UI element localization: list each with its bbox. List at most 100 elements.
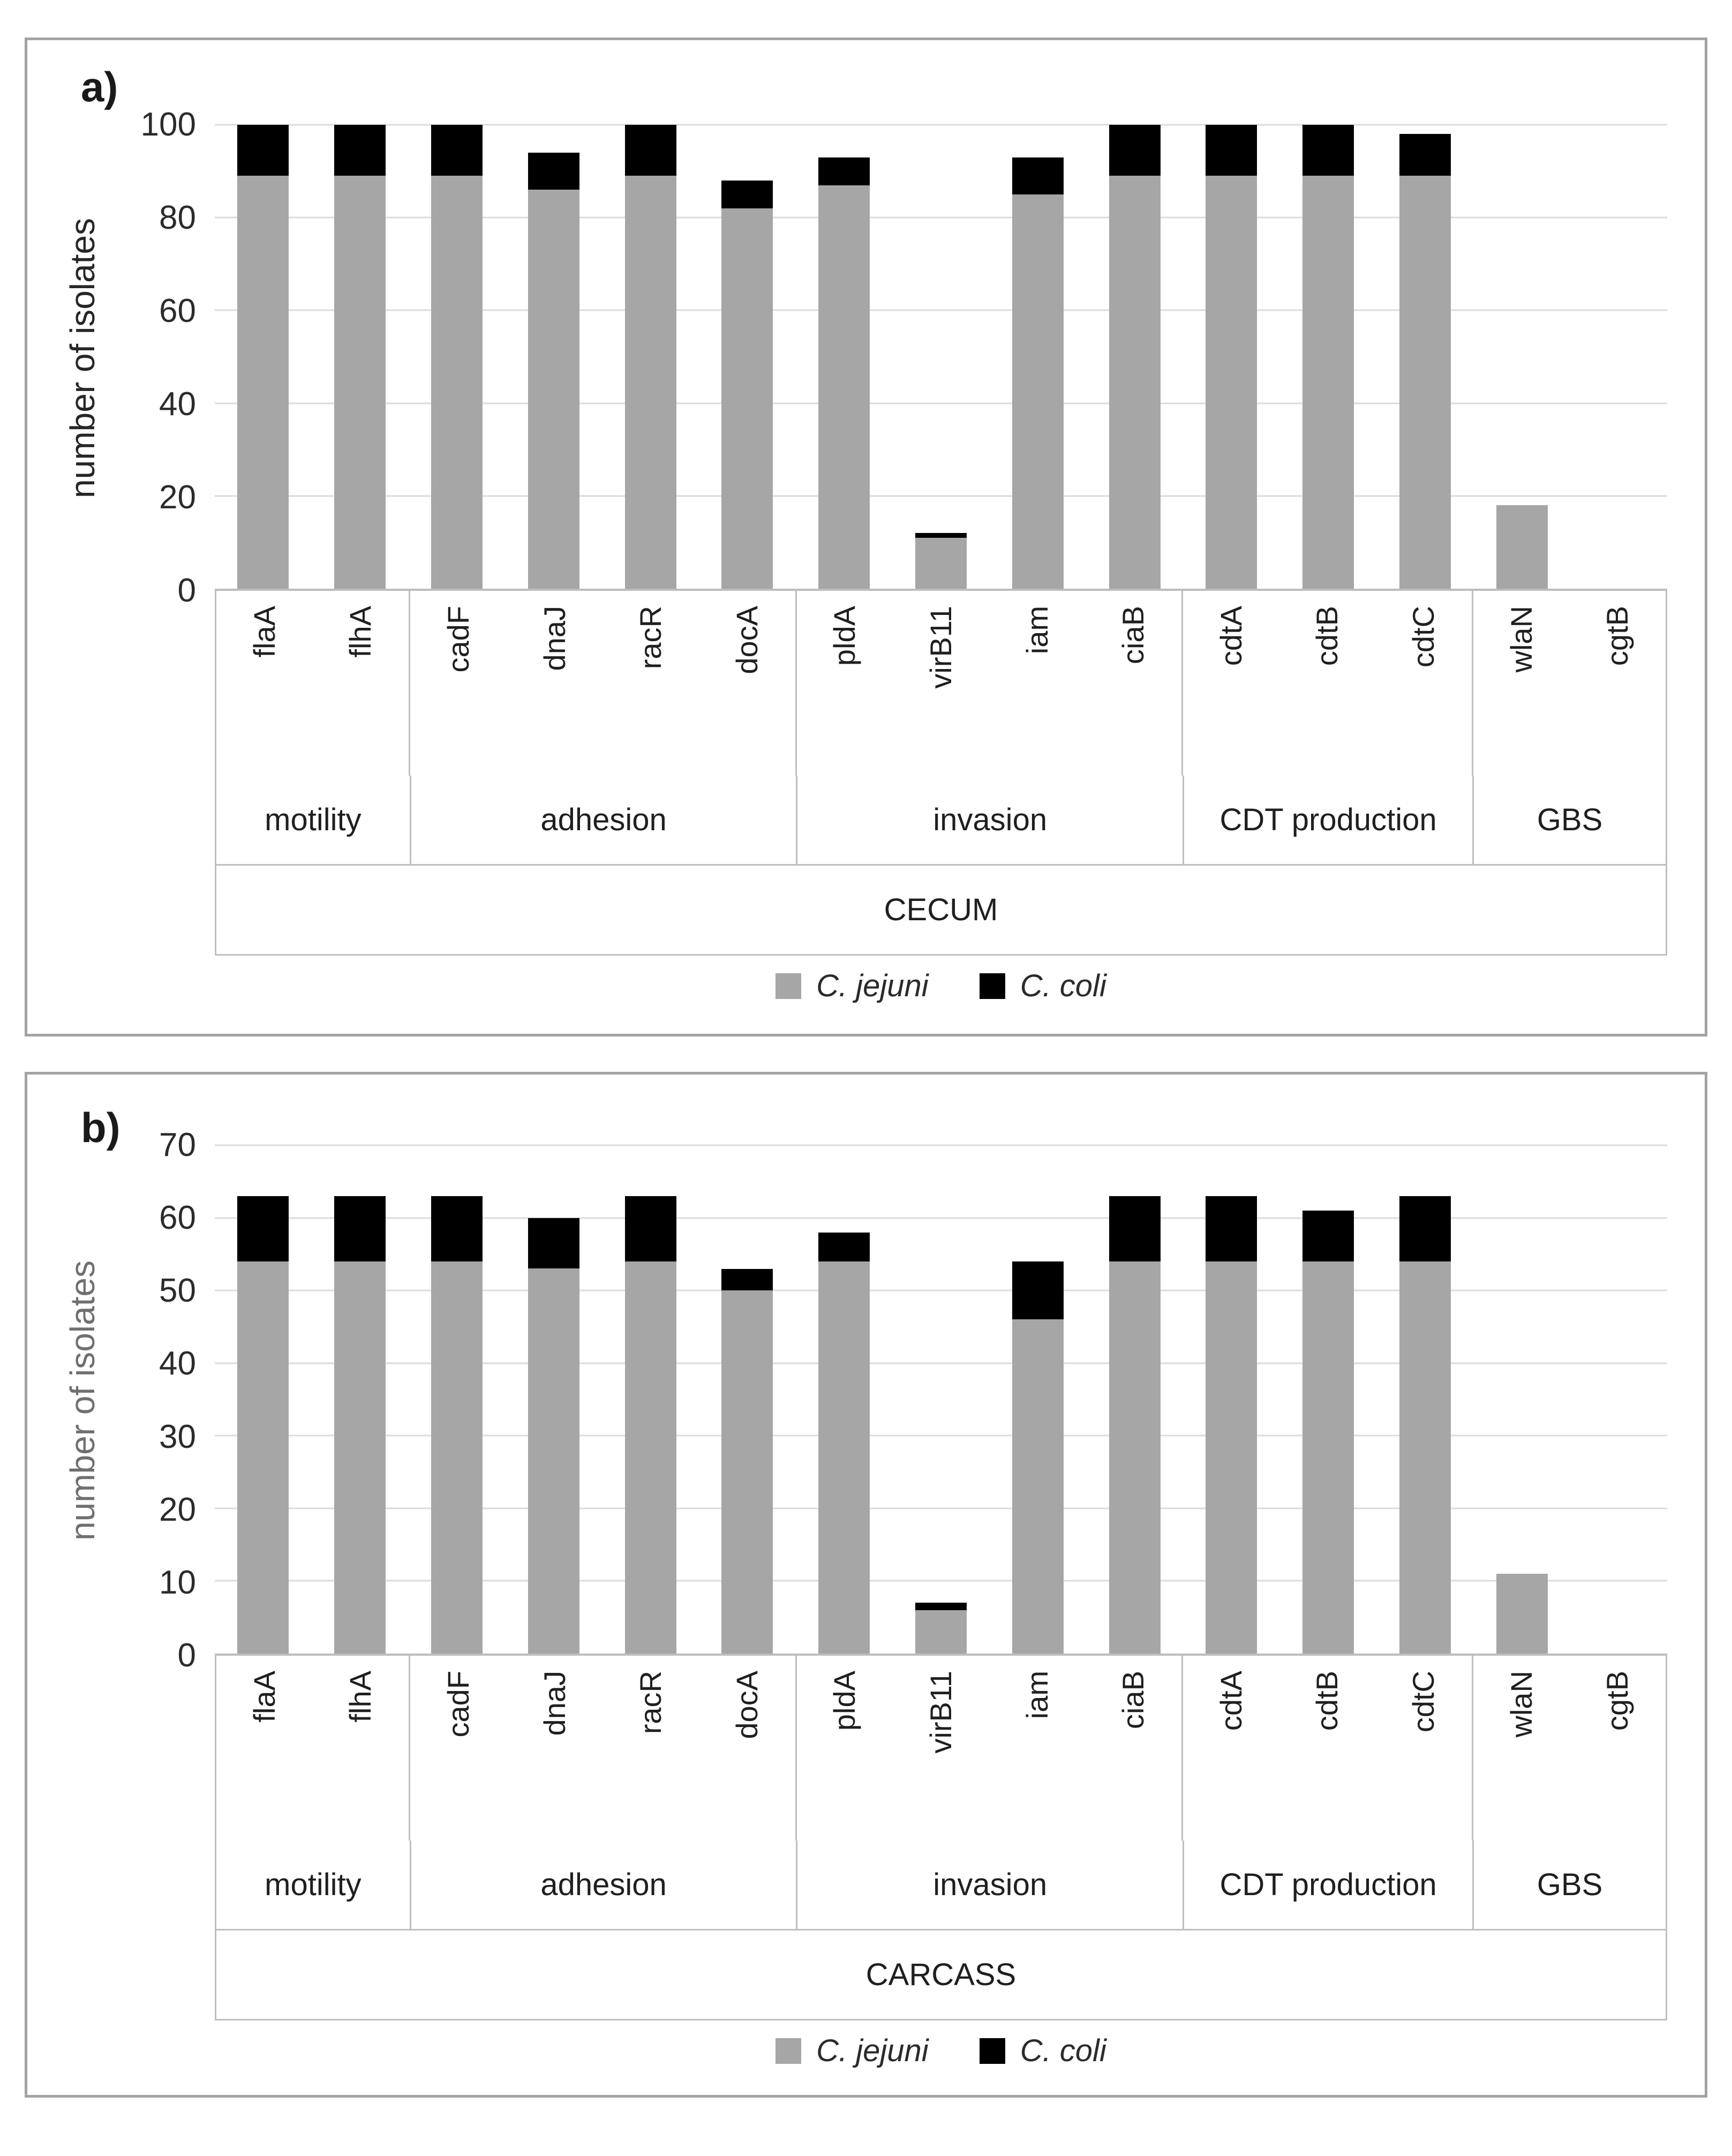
legend-label-c-coli: C. coli xyxy=(1020,2033,1106,2068)
gene-label-cell-dnaJ: dnaJ xyxy=(507,1656,603,1841)
bar-segment-c-jejuni xyxy=(431,1261,483,1654)
gene-label-dnaJ: dnaJ xyxy=(537,1671,571,1736)
bar-segment-c-coli xyxy=(1109,125,1161,176)
y-tick-label: 0 xyxy=(177,1637,196,1674)
category-axis-groups: motility adhesion invasion CDT production GB… xyxy=(215,776,1667,866)
gridline xyxy=(215,1217,1667,1219)
legend-swatch-c-coli xyxy=(979,2038,1005,2064)
gene-label-cell-cgtB: cgtB xyxy=(1569,591,1666,776)
bar-cdtB xyxy=(1280,1145,1377,1654)
bar-segment-c-coli xyxy=(528,152,579,190)
gene-label-cell-racR: racR xyxy=(603,1656,699,1841)
gene-label-cell-flhA: flhA xyxy=(313,591,409,776)
bar-segment-c-jejuni xyxy=(1109,1261,1161,1654)
y-tick-label: 100 xyxy=(140,106,196,143)
bar-segment-c-jejuni xyxy=(915,537,967,589)
group-label-invasion: invasion xyxy=(796,776,1183,864)
bar-virB11 xyxy=(893,1145,990,1654)
bar-segment-c-coli xyxy=(1206,125,1257,176)
bar-cadF xyxy=(409,1145,506,1654)
gene-label-dnaJ: dnaJ xyxy=(537,606,571,671)
plot-area xyxy=(215,124,1667,591)
y-axis-title-text: number of isolates xyxy=(63,1260,102,1541)
gene-label-cadF: cadF xyxy=(441,1671,475,1738)
y-axis-ticks: 100 80 60 40 20 0 xyxy=(113,108,215,607)
bar-segment-c-coli xyxy=(1302,1211,1354,1261)
bar-segment-c-coli xyxy=(528,1218,579,1269)
gene-label-racR: racR xyxy=(634,606,668,670)
y-tick-label: 20 xyxy=(159,479,196,516)
bar-cgtB xyxy=(1570,125,1667,589)
gene-label-cell-pldA: pldA xyxy=(795,591,893,776)
bar-segment-c-coli xyxy=(915,533,967,538)
gridline xyxy=(215,1507,1667,1509)
group-label-gbs: GBS xyxy=(1472,1841,1666,1929)
legend-label-c-jejuni: C. jejuni xyxy=(816,2033,929,2068)
bar-ciaB xyxy=(1086,125,1183,589)
bars-layer xyxy=(215,1145,1667,1654)
bar-virB11 xyxy=(893,125,990,589)
bar-segment-c-coli xyxy=(1012,157,1064,194)
gene-label-cell-wlaN: wlaN xyxy=(1471,591,1570,776)
chart-carcass: number of isolates 70 60 50 40 30 20 10 0 flaA f… xyxy=(51,1129,1667,2068)
gridline xyxy=(215,124,1667,126)
gene-label-cell-racR: racR xyxy=(603,591,699,776)
gene-label-flhA: flhA xyxy=(343,1671,378,1723)
y-tick-label: 20 xyxy=(159,1491,196,1528)
bar-segment-c-coli xyxy=(1302,125,1354,176)
bar-docA xyxy=(699,1145,796,1654)
plot-column: flaA flhA cadF dnaJ racR docA pldA virB11 iam cia… xyxy=(215,124,1667,1002)
panel-carcass: b) number of isolates 70 60 50 40 30 20 10 0 fl… xyxy=(25,1072,1707,2098)
gene-label-ciaB: ciaB xyxy=(1116,1671,1150,1729)
gene-label-cdtC: cdtC xyxy=(1406,1671,1440,1733)
gene-label-cell-virB11: virB11 xyxy=(893,591,989,776)
gridline xyxy=(215,1580,1667,1582)
bar-pldA xyxy=(796,1145,893,1654)
group-label-cdt-production: CDT production xyxy=(1182,1841,1472,1929)
bar-segment-c-coli xyxy=(334,1196,386,1261)
bar-segment-c-coli xyxy=(1109,1196,1161,1261)
bar-segment-c-jejuni xyxy=(528,190,579,589)
group-label-gbs: GBS xyxy=(1472,776,1666,864)
gene-label-cell-cdtB: cdtB xyxy=(1279,1656,1376,1841)
bar-segment-c-jejuni xyxy=(818,1261,870,1654)
bar-racR xyxy=(602,125,699,589)
bar-dnaJ xyxy=(505,1145,602,1654)
bar-wlaN xyxy=(1473,125,1570,589)
category-axis-groups: motility adhesion invasion CDT production GB… xyxy=(215,1841,1667,1930)
gene-label-cgtB: cgtB xyxy=(1600,1671,1635,1731)
bar-cdtA xyxy=(1183,125,1280,589)
y-axis-title: number of isolates xyxy=(51,125,113,591)
bar-segment-c-jejuni xyxy=(528,1268,579,1654)
gene-label-ciaB: ciaB xyxy=(1116,606,1150,664)
gridline xyxy=(215,309,1667,311)
chart-cecum: number of isolates 100 80 60 40 20 0 flaA flhA… xyxy=(51,108,1667,1002)
panel-label-a: a) xyxy=(81,63,118,110)
bar-segment-c-coli xyxy=(431,125,483,176)
y-axis-title: number of isolates xyxy=(51,1145,113,1656)
gene-label-cadF: cadF xyxy=(441,606,475,673)
bar-segment-c-jejuni xyxy=(1496,1573,1548,1654)
bar-segment-c-coli xyxy=(431,1196,483,1261)
y-tick-label: 40 xyxy=(159,386,196,423)
gene-label-flaA: flaA xyxy=(247,1671,281,1723)
gene-label-cell-cdtB: cdtB xyxy=(1279,591,1376,776)
gene-label-virB11: virB11 xyxy=(923,606,958,689)
legend: C. jejuni C. coli xyxy=(215,971,1667,1002)
gene-label-cdtA: cdtA xyxy=(1214,606,1248,666)
y-tick-label: 10 xyxy=(159,1564,196,1601)
legend-label-c-jejuni: C. jejuni xyxy=(816,968,929,1003)
bar-segment-c-jejuni xyxy=(1302,176,1354,589)
gene-label-cell-flaA: flaA xyxy=(216,591,313,776)
bar-dnaJ xyxy=(505,125,602,589)
group-label-invasion: invasion xyxy=(796,1841,1183,1929)
group-label-adhesion: adhesion xyxy=(409,776,796,864)
bar-docA xyxy=(699,125,796,589)
bar-segment-c-jejuni xyxy=(1496,505,1548,589)
gene-label-cdtB: cdtB xyxy=(1310,1671,1344,1731)
gene-label-pldA: pldA xyxy=(827,1671,862,1731)
gene-label-docA: docA xyxy=(729,606,764,674)
y-tick-label: 40 xyxy=(159,1345,196,1383)
bar-segment-c-jejuni xyxy=(431,176,483,589)
y-tick-label: 30 xyxy=(159,1418,196,1455)
